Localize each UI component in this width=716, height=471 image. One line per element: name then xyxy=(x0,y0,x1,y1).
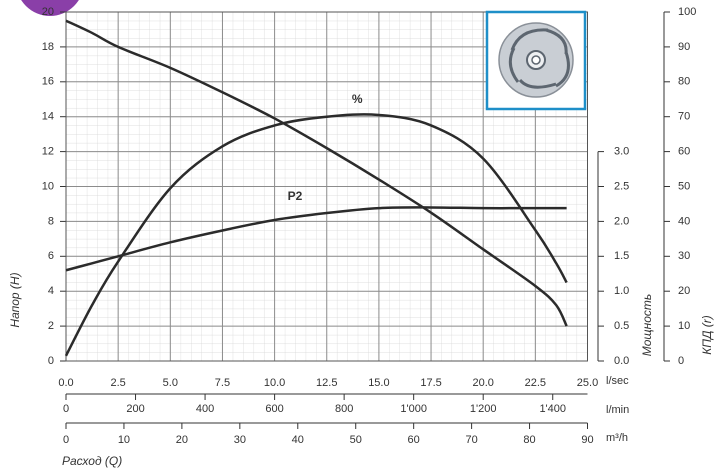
y3-tick-label: 100 xyxy=(678,6,696,18)
y2-tick-label: 0.5 xyxy=(614,320,629,332)
x-tick-label: 2.5 xyxy=(111,377,126,389)
x-tick-label: 22.5 xyxy=(525,377,546,389)
x2-tick-label: 1'000 xyxy=(400,403,427,415)
x-tick-label: 7.5 xyxy=(215,377,230,389)
y-tick-label: 6 xyxy=(48,250,54,262)
y3-tick-label: 80 xyxy=(678,76,690,88)
x-tick-label: 12.5 xyxy=(316,377,337,389)
y3-tick-label: 40 xyxy=(678,215,690,227)
y3-tick-label: 70 xyxy=(678,111,690,123)
y3-tick-label: 20 xyxy=(678,285,690,297)
x2-tick-label: 200 xyxy=(126,403,144,415)
x2-tick-label: 400 xyxy=(196,403,214,415)
curve xyxy=(64,113,568,357)
x3-tick-label: 70 xyxy=(465,434,477,446)
y-tick-label: 18 xyxy=(42,41,54,53)
x-unit: l/sec xyxy=(606,375,629,387)
x3-tick-label: 0 xyxy=(63,434,69,446)
y2-tick-label: 1.5 xyxy=(614,250,629,262)
curve xyxy=(65,206,567,272)
y-tick-label: 0 xyxy=(48,355,54,367)
x-tick-label: 25.0 xyxy=(577,377,598,389)
y-tick-label: 12 xyxy=(42,146,54,158)
curve-label: % xyxy=(352,92,363,106)
x2-tick-label: 1'200 xyxy=(470,403,497,415)
x-tick-label: 17.5 xyxy=(420,377,441,389)
x-tick-label: 0.0 xyxy=(58,377,73,389)
y3-tick-label: 10 xyxy=(678,320,690,332)
x3-unit: m³/h xyxy=(606,432,628,444)
y2-tick-label: 1.0 xyxy=(614,285,629,297)
y-tick-label: 16 xyxy=(42,76,54,88)
plot-frame xyxy=(65,11,588,362)
y-tick-label: 4 xyxy=(48,285,54,297)
y3-tick-label: 90 xyxy=(678,41,690,53)
curve-label: P2 xyxy=(288,189,303,203)
x3-tick-label: 30 xyxy=(234,434,246,446)
x3-tick-label: 50 xyxy=(350,434,362,446)
x2-tick-label: 600 xyxy=(265,403,283,415)
impeller-image xyxy=(485,10,587,111)
y-tick-label: 20 xyxy=(42,6,54,18)
y-tick-label: 10 xyxy=(42,180,54,192)
x2-unit: l/min xyxy=(606,404,629,416)
y-tick-label: 14 xyxy=(42,111,54,123)
x3-tick-label: 90 xyxy=(581,434,593,446)
y2-axis-label: Мощность xyxy=(640,294,654,356)
x3-tick-label: 20 xyxy=(176,434,188,446)
y3-tick-label: 50 xyxy=(678,180,690,192)
y3-tick-label: 60 xyxy=(678,146,690,158)
y2-tick-label: 2.0 xyxy=(614,215,629,227)
y3-axis-label: КПД (r) xyxy=(700,315,714,355)
x-axis-label: Расход (Q) xyxy=(62,454,122,468)
x3-tick-label: 10 xyxy=(118,434,130,446)
x-tick-label: 20.0 xyxy=(472,377,493,389)
x2-tick-label: 0 xyxy=(63,403,69,415)
y2-tick-label: 0.0 xyxy=(614,355,629,367)
y-axis-label: Напор (H) xyxy=(8,272,22,327)
x3-tick-label: 40 xyxy=(292,434,304,446)
y2-tick-label: 2.5 xyxy=(614,180,629,192)
y3-tick-label: 0 xyxy=(678,355,684,367)
x-tick-label: 10.0 xyxy=(264,377,285,389)
x2-tick-label: 800 xyxy=(335,403,353,415)
x-tick-label: 15.0 xyxy=(368,377,389,389)
x3-tick-label: 60 xyxy=(408,434,420,446)
y-tick-label: 8 xyxy=(48,215,54,227)
curve xyxy=(65,19,568,327)
x2-tick-label: 1'400 xyxy=(539,403,566,415)
x3-tick-label: 80 xyxy=(523,434,535,446)
y2-tick-label: 3.0 xyxy=(614,146,629,158)
y-tick-label: 2 xyxy=(48,320,54,332)
x-tick-label: 5.0 xyxy=(163,377,178,389)
y3-tick-label: 30 xyxy=(678,250,690,262)
